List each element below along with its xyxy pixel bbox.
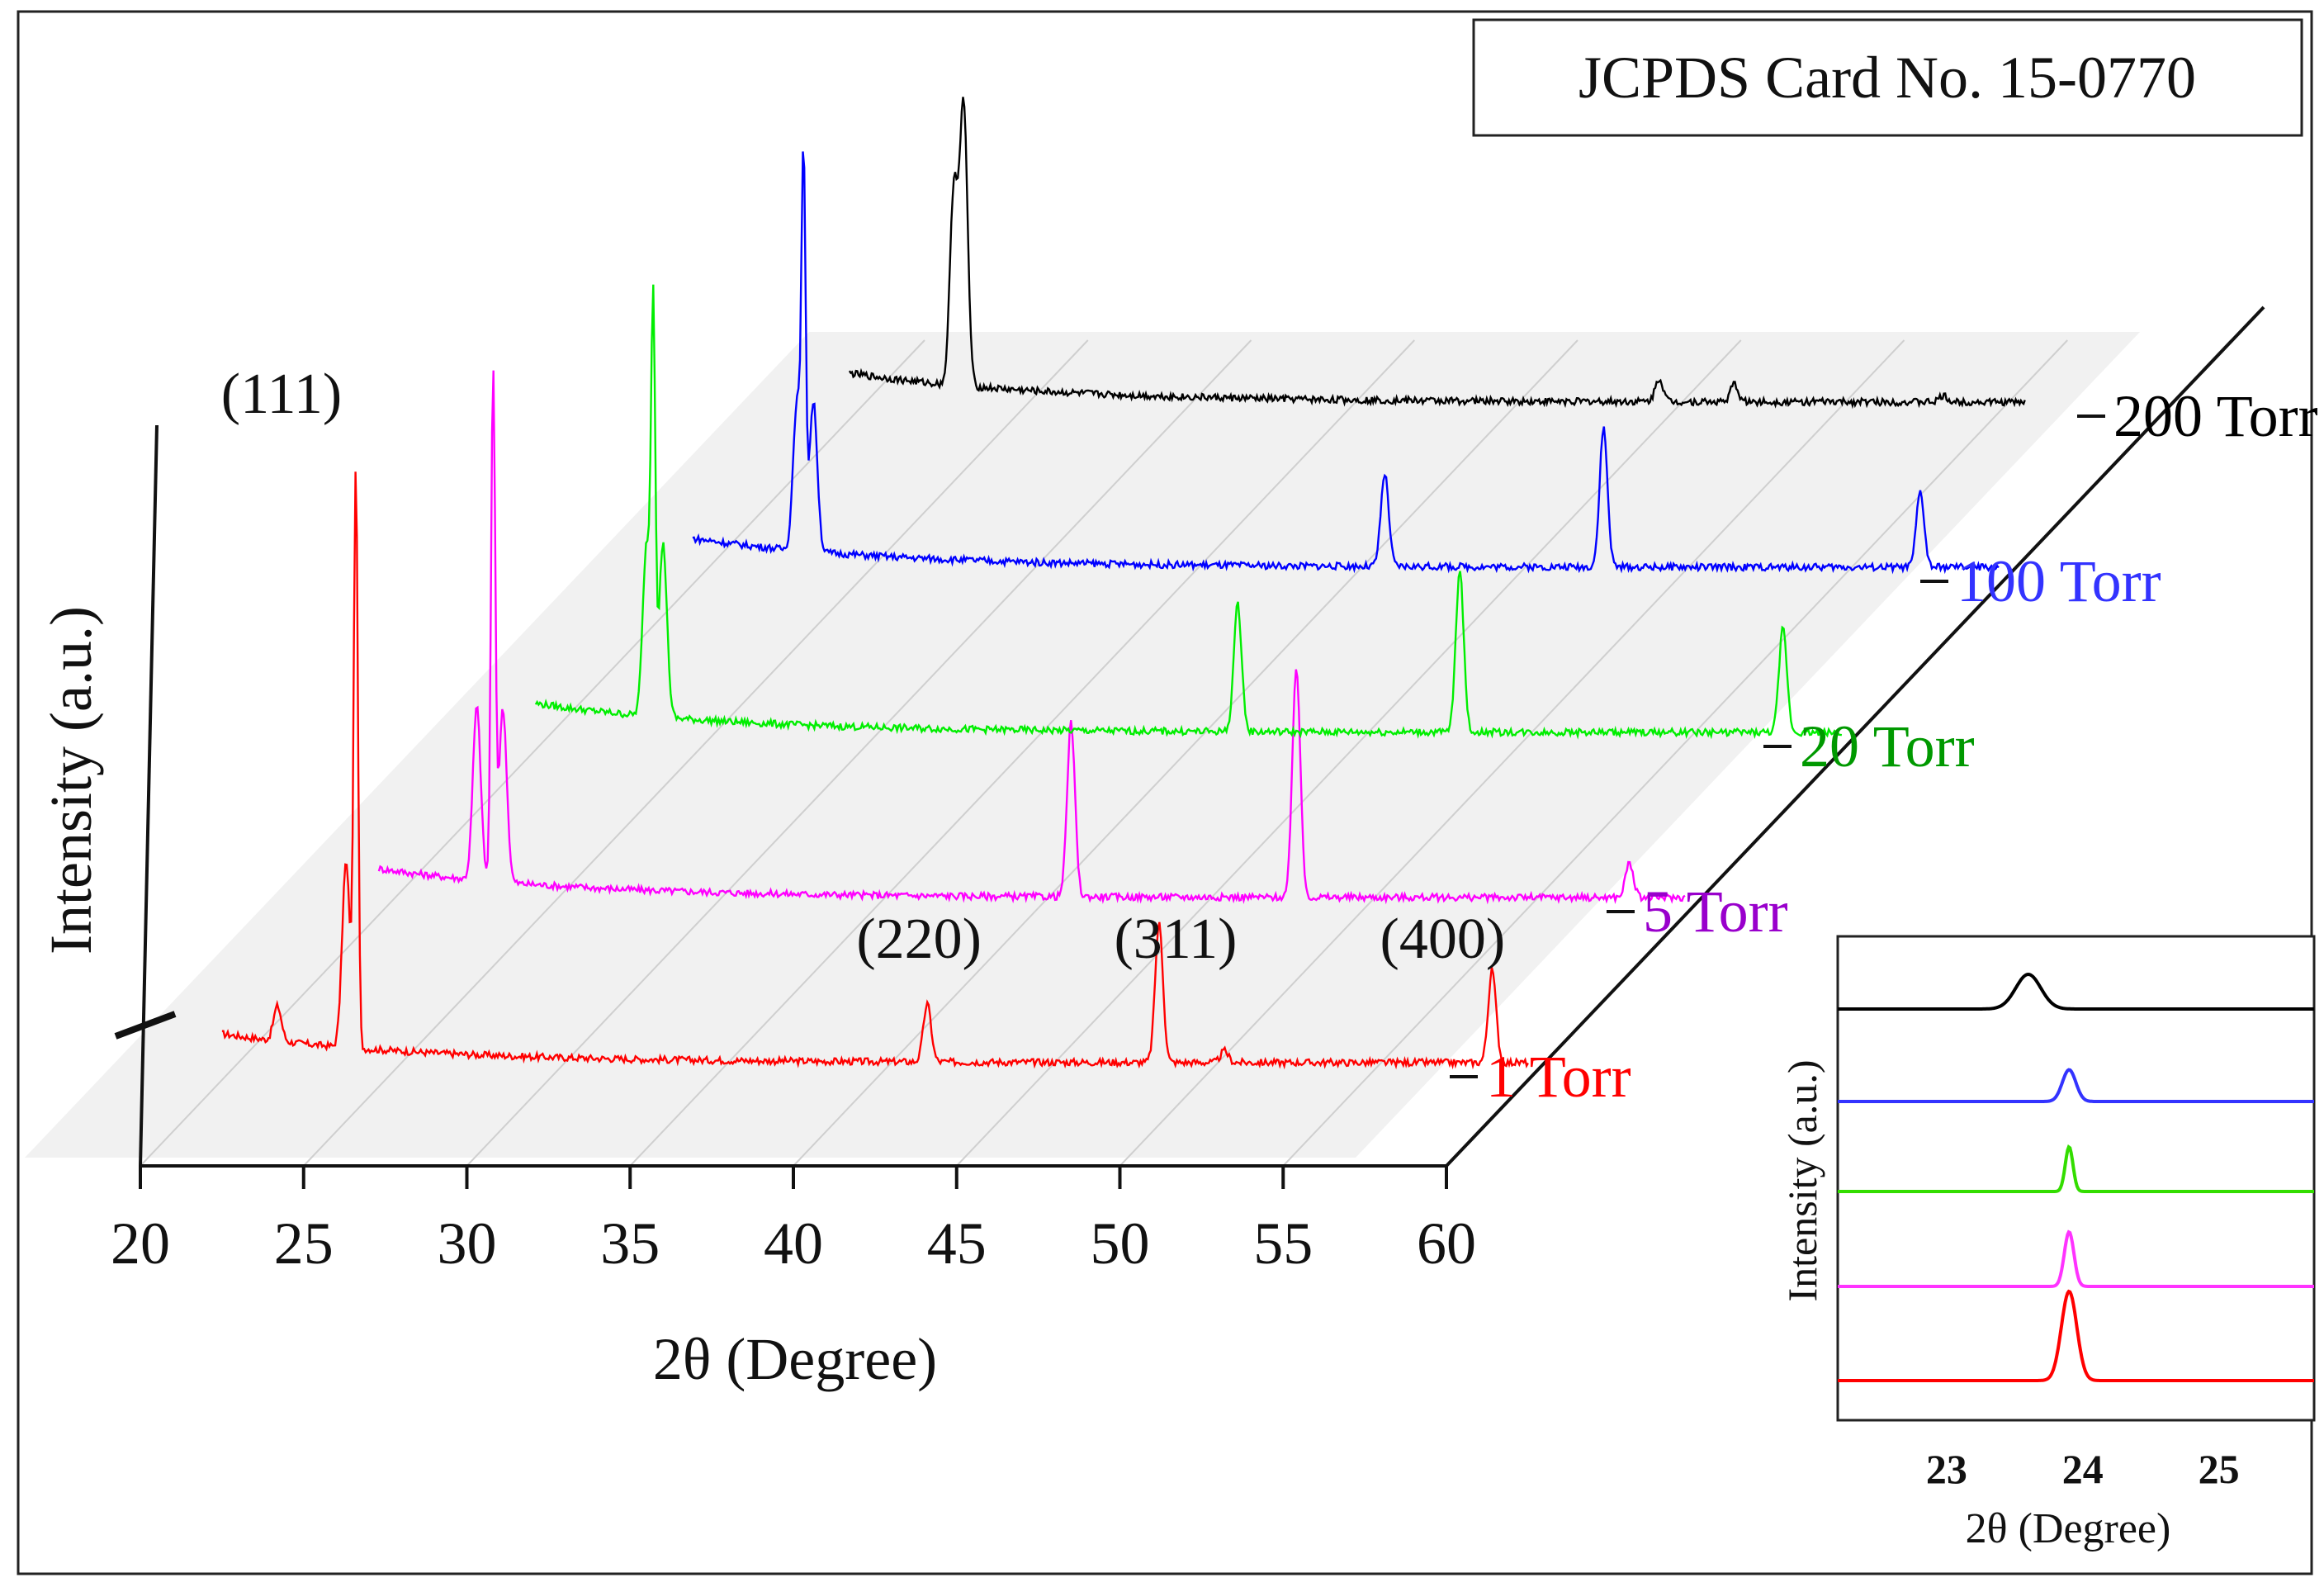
figure-frame — [17, 10, 2313, 1575]
inset-x-tick-label: 24 — [2062, 1446, 2104, 1492]
main-waterfall-plot: 20 25 30 35 40 45 50 55 60 1 Torr 5 Torr 20 Torr 10… — [25, 97, 2318, 1392]
inset-line-200-torr — [1838, 972, 2314, 1011]
main-y-axis — [139, 424, 159, 1167]
series-line-5-torr — [377, 370, 1686, 905]
main-x-tick-label: 30 — [438, 1210, 497, 1277]
inset-line-100-torr — [1838, 1068, 2314, 1103]
series-line-200-torr — [848, 97, 2026, 410]
main-x-tick-label: 60 — [1417, 1210, 1476, 1277]
floor-plane — [25, 992, 1512, 1158]
series-label: 5 Torr — [1643, 879, 1788, 945]
depth-axis — [1445, 306, 2265, 1168]
main-x-tick-label: 45 — [927, 1210, 987, 1277]
main-x-tick-label: 25 — [274, 1210, 334, 1277]
depth-grid-line — [303, 339, 1089, 1167]
inset-plot: 23 24 25 2θ (Degree) Intensity (a.u.) — [1779, 935, 2316, 1552]
inset-x-tick-label: 25 — [2199, 1446, 2240, 1492]
jcpds-card-box: JCPDS Card No. 15-0770 — [1472, 18, 2303, 137]
series-line-100-torr — [692, 151, 2000, 575]
floor-plane — [495, 497, 1983, 662]
y-axis-break-mark — [114, 1011, 177, 1040]
series-label: 100 Torr — [1957, 548, 2161, 614]
floor-plane — [182, 827, 1669, 992]
series-line-20-torr — [534, 284, 1843, 740]
depth-grid-line — [956, 339, 1742, 1167]
peak-label: (111) — [221, 362, 342, 426]
peak-label: (400) — [1380, 907, 1506, 971]
depth-grid-line — [629, 339, 1415, 1167]
inset-x-tick-label: 23 — [1926, 1446, 1967, 1492]
peak-label: (311) — [1114, 907, 1237, 971]
main-x-tick-label: 55 — [1253, 1210, 1313, 1277]
series-label: 20 Torr — [1800, 713, 1975, 779]
series-line-1-torr — [221, 471, 1529, 1070]
main-x-tick-label: 50 — [1091, 1210, 1150, 1277]
series-label: 1 Torr — [1486, 1044, 1631, 1110]
floor-plane — [338, 662, 1826, 827]
jcpds-card-label: JCPDS Card No. 15-0770 — [1579, 45, 2196, 111]
main-x-tick-label: 20 — [111, 1210, 170, 1277]
inset-line-20-torr — [1838, 1144, 2314, 1193]
peak-label: (220) — [856, 907, 982, 971]
series-label: 200 Torr — [2113, 383, 2318, 449]
inset-x-axis-label: 2θ (Degree) — [1966, 1505, 2171, 1552]
inset-line-5-torr — [1838, 1229, 2314, 1288]
inset-y-axis-label: Intensity (a.u.) — [1779, 1060, 1825, 1302]
depth-grid-line — [793, 339, 1579, 1167]
depth-grid-line — [1282, 339, 2068, 1167]
depth-grid-line — [466, 339, 1252, 1167]
main-x-tick-label: 35 — [600, 1210, 660, 1277]
main-y-axis-label: Intensity (a.u.) — [38, 606, 104, 955]
inset-line-1-torr — [1838, 1289, 2314, 1382]
depth-grid-line — [1119, 339, 1905, 1167]
floor-plane — [652, 332, 2140, 497]
main-x-axis-label: 2θ (Degree) — [653, 1326, 937, 1392]
main-x-tick-label: 40 — [764, 1210, 823, 1277]
